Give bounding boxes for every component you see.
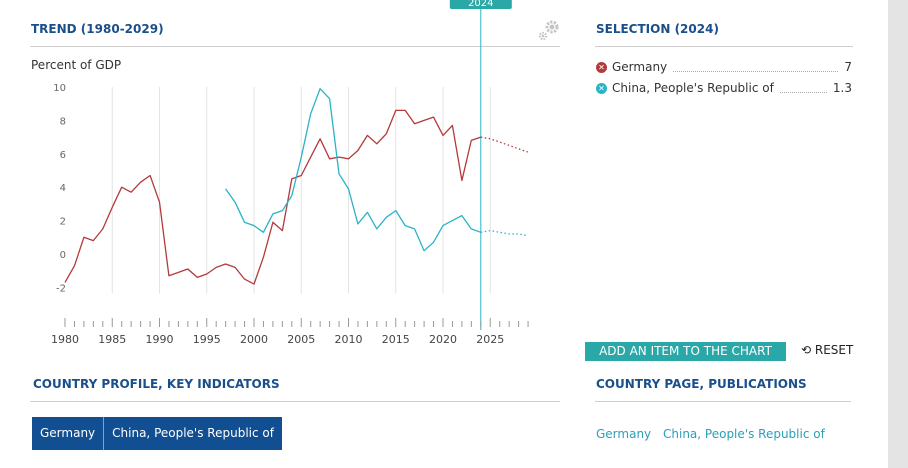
y-tick-label: 4 [60, 183, 66, 194]
y-axis-label: Percent of GDP [31, 58, 121, 72]
link-china[interactable]: China, People's Republic of [663, 427, 825, 441]
selection-title: SELECTION (2024) [596, 22, 719, 36]
x-tick-label: 1980 [51, 333, 79, 346]
link-germany[interactable]: Germany [596, 427, 652, 441]
tab-china[interactable]: China, People's Republic of [103, 417, 282, 450]
year-marker[interactable]: 2024 [449, 0, 512, 330]
germany-series-line [64, 109, 482, 285]
x-tick-label: 2010 [335, 333, 363, 346]
close-icon[interactable]: ✕ [596, 61, 607, 73]
leader-dots [779, 84, 827, 93]
profile-divider [30, 401, 560, 402]
y-tick-label: 8 [60, 116, 66, 127]
y-tick-label: 10 [53, 83, 66, 94]
publications-title: COUNTRY PAGE, PUBLICATIONS [596, 377, 807, 391]
selection-item: ✕ China, People's Republic of 1.3 [596, 80, 852, 96]
y-tick-label: 2 [60, 217, 66, 228]
trend-chart[interactable]: 2024 -2 0 2 4 6 8 10 1980 1985 1990 1995 2000 2005 20… [0, 0, 580, 360]
year-marker-label: 2024 [468, 0, 493, 9]
year-marker-flag[interactable] [449, 0, 512, 9]
germany-projection-line [480, 136, 529, 153]
reset-button[interactable]: ⟲ RESET [801, 343, 853, 357]
publications-divider [595, 401, 851, 402]
x-tick-label: 2000 [240, 333, 268, 346]
selection-item-name: China, People's Republic of [612, 81, 774, 95]
x-tick-label: 1985 [98, 333, 126, 346]
y-tick-label: -2 [56, 283, 66, 294]
trend-title: TREND (1980-2029) [31, 22, 164, 36]
y-tick-label: 0 [60, 250, 66, 261]
x-tick-label: 2015 [382, 333, 410, 346]
chart-series [64, 88, 529, 285]
selection-item-value: 7 [844, 60, 852, 74]
selection-item-name: Germany [612, 60, 668, 74]
country-tabs: Germany China, People's Republic of [32, 417, 282, 450]
add-item-button[interactable]: ADD AN ITEM TO THE CHART [585, 342, 786, 361]
close-icon[interactable]: ✕ [596, 82, 607, 94]
trend-divider [30, 46, 560, 47]
leader-dots [673, 63, 839, 72]
y-tick-label: 6 [60, 150, 66, 161]
selection-item: ✕ Germany 7 [596, 59, 852, 75]
chart-axes: -2 0 2 4 6 8 10 1980 1985 1990 1995 2000 2005 2010 201… [51, 83, 529, 346]
china-projection-line [480, 229, 529, 237]
refresh-icon: ⟲ [801, 343, 812, 357]
selection-item-value: 1.3 [832, 81, 852, 95]
x-tick-label: 2005 [287, 333, 315, 346]
tab-germany[interactable]: Germany [32, 417, 104, 450]
reset-label: RESET [814, 343, 854, 357]
gear-icon[interactable] [536, 17, 562, 43]
china-series-line [225, 88, 482, 252]
selection-divider [595, 46, 853, 47]
x-tick-label: 2025 [476, 333, 504, 346]
x-tick-label: 2020 [429, 333, 457, 346]
x-tick-label: 1990 [146, 333, 174, 346]
scrollbar-track[interactable] [888, 0, 908, 468]
x-tick-label: 1995 [193, 333, 221, 346]
country-profile-title: COUNTRY PROFILE, KEY INDICATORS [33, 377, 280, 391]
